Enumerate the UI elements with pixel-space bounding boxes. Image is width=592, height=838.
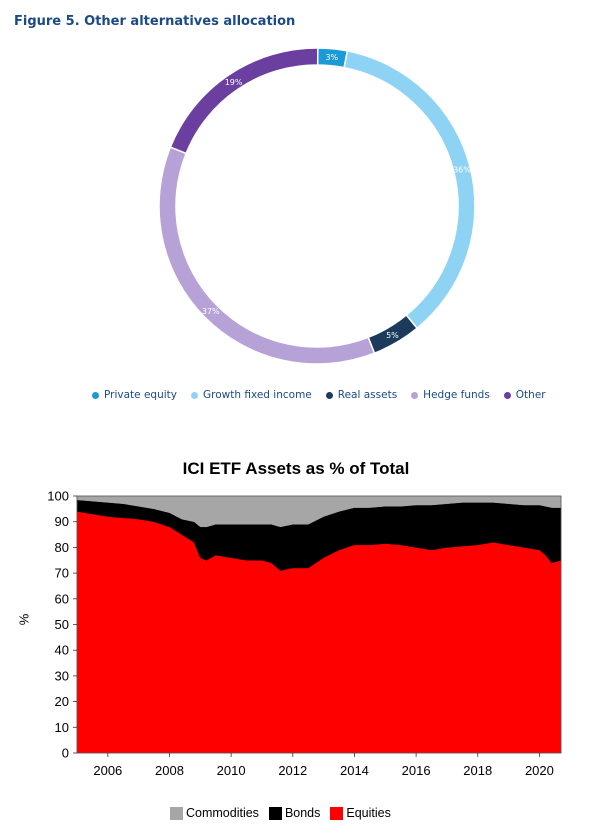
- x-tick-label: 2006: [93, 763, 122, 778]
- x-tick-label: 2020: [525, 763, 554, 778]
- x-tick-label: 2008: [155, 763, 184, 778]
- legend-label: Bonds: [284, 806, 321, 820]
- legend-swatch: [92, 391, 99, 399]
- legend-label: Other: [515, 389, 546, 401]
- legend-item: Equities: [330, 806, 391, 820]
- legend-swatch: [190, 391, 198, 399]
- legend-item: Growth fixed income: [190, 389, 312, 401]
- y-tick-label: 80: [55, 540, 69, 555]
- x-tick-label: 2012: [278, 763, 307, 778]
- legend-item: Other: [503, 389, 546, 401]
- legend-label: Growth fixed income: [202, 389, 312, 401]
- donut-chart: 3% 36% 5% 37% 19%: [158, 47, 476, 365]
- donut-segment-other: [169, 47, 319, 155]
- legend-label: Commodities: [186, 806, 259, 820]
- area-legend: Commodities Bonds Equities: [170, 806, 391, 820]
- y-tick-label: 30: [55, 668, 69, 683]
- legend-label: Hedge funds: [423, 389, 490, 401]
- legend-swatch: [325, 391, 333, 399]
- area-y-axis-label: %: [16, 613, 32, 626]
- legend-swatch: [268, 806, 282, 820]
- x-tick-label: 2010: [217, 763, 246, 778]
- y-tick-label: 10: [55, 720, 69, 735]
- donut-data-label: 3%: [325, 53, 338, 62]
- donut-data-label: 19%: [225, 78, 243, 87]
- donut-chart-title: Figure 5. Other alternatives allocation: [14, 14, 296, 29]
- y-tick-label: 0: [62, 746, 69, 761]
- legend-swatch: [170, 806, 183, 820]
- y-tick-label: 50: [55, 617, 69, 632]
- y-tick-label: 40: [55, 643, 69, 658]
- x-tick-label: 2016: [402, 763, 431, 778]
- y-tick-label: 60: [55, 591, 69, 606]
- legend-swatch: [330, 806, 344, 820]
- x-tick-label: 2018: [463, 763, 492, 778]
- y-tick-label: 90: [55, 514, 69, 529]
- y-tick-label: 20: [55, 694, 69, 709]
- legend-label: Private equity: [104, 389, 177, 401]
- donut-data-label: 5%: [386, 331, 399, 340]
- legend-label: Real assets: [337, 389, 398, 401]
- y-tick-label: 70: [55, 566, 69, 581]
- legend-swatch: [411, 391, 419, 399]
- legend-label: Equities: [346, 806, 391, 820]
- legend-item: Real assets: [325, 389, 398, 401]
- legend-item: Commodities: [170, 806, 259, 820]
- legend-swatch: [503, 391, 511, 399]
- legend-item: Private equity: [92, 389, 177, 401]
- legend-item: Bonds: [268, 806, 321, 820]
- x-tick-label: 2014: [340, 763, 369, 778]
- donut-legend: Private equity Growth fixed income Real as…: [92, 389, 546, 401]
- y-tick-label: 100: [47, 489, 69, 504]
- area-chart-title: ICI ETF Assets as % of Total: [182, 459, 410, 478]
- donut-data-label: 36%: [453, 166, 471, 175]
- donut-data-label: 37%: [202, 307, 220, 316]
- legend-item: Hedge funds: [411, 389, 490, 401]
